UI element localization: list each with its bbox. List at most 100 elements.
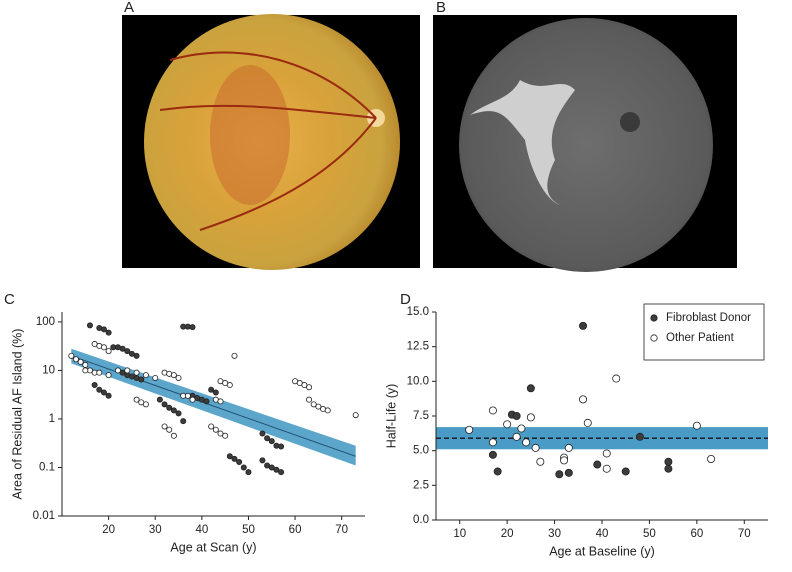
data-point	[493, 467, 502, 476]
data-point	[96, 369, 103, 376]
y-tick-label: 10.0	[407, 375, 429, 387]
data-point	[664, 457, 673, 466]
data-point	[156, 396, 163, 403]
data-point	[105, 372, 112, 379]
data-point	[77, 358, 84, 365]
data-point	[488, 438, 497, 447]
data-point	[512, 432, 521, 441]
data-point	[245, 469, 252, 476]
data-point	[273, 466, 280, 473]
data-point	[105, 329, 112, 336]
data-point	[278, 469, 285, 476]
data-point	[189, 396, 196, 403]
panel-label: C	[4, 291, 15, 308]
y-tick-label: 1	[49, 413, 55, 425]
data-point	[465, 425, 474, 434]
x-tick-label: 40	[195, 524, 208, 536]
data-point	[531, 443, 540, 452]
atrophy-region	[210, 65, 290, 205]
legend-label: Other Patient	[666, 332, 735, 344]
x-tick-label: 20	[102, 524, 115, 536]
data-point	[82, 361, 89, 368]
data-point	[560, 456, 569, 465]
data-point	[105, 348, 112, 355]
y-tick-label: 12.5	[407, 341, 429, 353]
data-point	[114, 367, 121, 374]
data-point	[175, 374, 182, 381]
data-point	[310, 401, 317, 408]
data-point	[236, 458, 243, 465]
legend-label: Fibroblast Donor	[666, 312, 751, 324]
optic-disc	[620, 112, 640, 132]
data-point	[208, 386, 215, 393]
data-point	[175, 410, 182, 417]
data-point	[133, 396, 140, 403]
data-point	[301, 382, 308, 389]
x-axis-label: Age at Scan (y)	[170, 540, 256, 554]
data-point	[564, 468, 573, 477]
y-tick-label: 100	[36, 316, 55, 328]
reference-band	[436, 427, 768, 450]
y-tick-label: 10	[42, 364, 55, 376]
data-point	[259, 430, 266, 437]
data-point	[226, 382, 233, 389]
x-tick-label: 60	[690, 528, 703, 540]
data-point	[526, 413, 535, 422]
data-point	[268, 464, 275, 471]
data-point	[217, 398, 224, 405]
x-tick-label: 30	[149, 524, 162, 536]
y-tick-label: 0.1	[39, 462, 55, 474]
x-tick-label: 60	[289, 524, 302, 536]
data-point	[212, 389, 219, 396]
data-point	[119, 345, 126, 352]
data-point	[133, 369, 140, 376]
data-point	[268, 438, 275, 445]
data-point	[306, 396, 313, 403]
x-tick-label: 50	[242, 524, 255, 536]
data-point	[124, 348, 131, 355]
x-tick-label: 10	[453, 528, 466, 540]
data-point	[526, 384, 535, 393]
data-point	[170, 432, 177, 439]
data-point	[152, 374, 159, 381]
data-point	[184, 392, 191, 399]
data-point	[278, 443, 285, 450]
data-point	[166, 404, 173, 411]
y-tick-label: 15.0	[407, 306, 429, 318]
data-point	[522, 438, 531, 447]
data-point	[240, 464, 247, 471]
data-point	[142, 372, 149, 379]
panel-label: A	[124, 0, 134, 16]
data-point	[612, 374, 621, 383]
data-point	[707, 454, 716, 463]
data-point	[217, 430, 224, 437]
x-tick-label: 30	[548, 528, 561, 540]
data-point	[564, 443, 573, 452]
data-point	[105, 392, 112, 399]
y-axis-label: Half-Life (y)	[384, 384, 398, 449]
data-point	[170, 372, 177, 379]
x-tick-label: 50	[643, 528, 656, 540]
data-point	[180, 418, 187, 425]
data-point	[579, 321, 588, 330]
data-point	[138, 376, 145, 383]
data-point	[231, 455, 238, 462]
data-point	[100, 389, 107, 396]
vessels	[159, 51, 377, 231]
y-tick-label: 0.01	[33, 510, 55, 522]
data-point	[602, 449, 611, 458]
x-tick-label: 70	[738, 528, 751, 540]
data-point	[352, 412, 359, 419]
y-tick-label: 7.5	[413, 410, 429, 422]
panel-label: D	[400, 291, 411, 308]
data-point	[488, 450, 497, 459]
x-tick-label: 20	[501, 528, 514, 540]
data-point	[488, 406, 497, 415]
y-tick-label: 0.0	[413, 514, 429, 526]
data-point	[203, 398, 210, 405]
data-point	[264, 435, 271, 442]
data-point	[119, 369, 126, 376]
data-point	[68, 352, 75, 359]
data-point	[306, 384, 313, 391]
